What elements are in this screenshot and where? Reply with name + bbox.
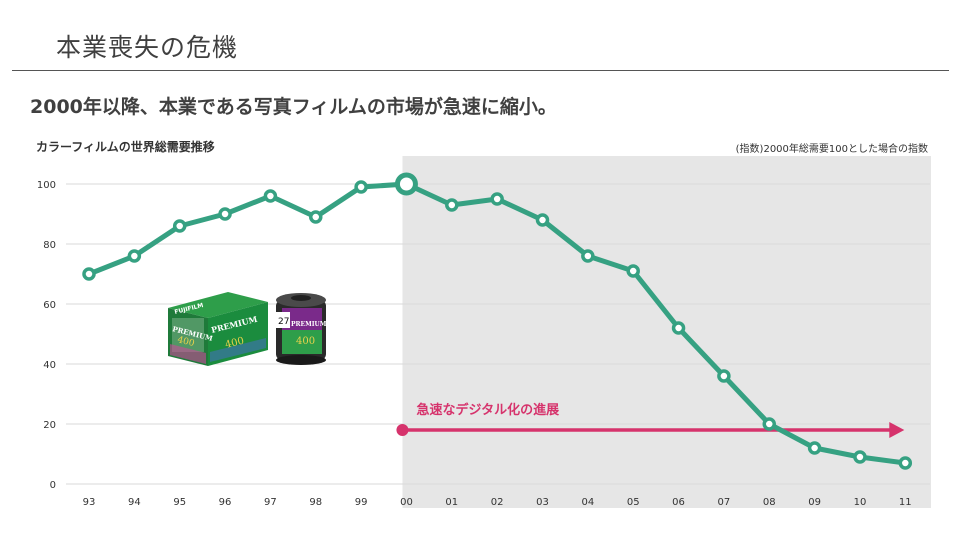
data-point xyxy=(394,172,418,196)
x-tick-label: 99 xyxy=(355,497,368,508)
film-canister-exposures: 27 xyxy=(278,317,289,327)
y-tick-label: 60 xyxy=(43,300,56,311)
x-tick-label: 08 xyxy=(763,497,776,508)
x-tick-label: 05 xyxy=(627,497,640,508)
y-tick-label: 40 xyxy=(43,360,56,371)
data-point xyxy=(127,249,142,263)
data-point xyxy=(354,180,368,194)
x-tick-label: 95 xyxy=(173,497,186,508)
data-point xyxy=(581,249,595,263)
film-box-iso-side: 400 xyxy=(176,335,195,349)
x-tick-label: 94 xyxy=(128,497,141,508)
film-box: FUJIFILM PREMIUM PREMIUM 400 400 xyxy=(168,292,268,366)
x-tick-label: 10 xyxy=(854,497,867,508)
data-point xyxy=(490,192,504,206)
data-point xyxy=(535,213,550,227)
annotation-label: 急速なデジタル化の進展 xyxy=(416,402,560,418)
y-tick-label: 20 xyxy=(43,420,56,431)
film-canister-product: PREMIUM xyxy=(291,321,327,328)
data-point xyxy=(717,369,731,383)
film-canister: 27 PREMIUM 400 xyxy=(276,293,327,365)
x-tick-label: 09 xyxy=(808,497,821,508)
title-divider xyxy=(12,70,949,71)
data-point xyxy=(309,210,323,224)
film-product-illustration: FUJIFILM PREMIUM PREMIUM 400 400 27 PREM… xyxy=(168,292,327,366)
data-point xyxy=(82,267,96,281)
x-tick-label: 01 xyxy=(445,497,458,508)
data-point xyxy=(898,456,913,470)
data-point xyxy=(807,441,822,455)
headline: 2000年以降、本業である写真フィルムの市場が急速に縮小。 xyxy=(30,96,557,118)
digital-era-shade xyxy=(402,156,931,508)
x-tick-label: 96 xyxy=(219,497,232,508)
x-tick-label: 07 xyxy=(718,497,731,508)
data-point xyxy=(671,321,686,335)
x-tick-label: 93 xyxy=(83,497,96,508)
y-tick-label: 100 xyxy=(37,180,56,191)
data-point xyxy=(172,219,187,233)
film-canister-iso: 400 xyxy=(296,336,315,347)
data-point xyxy=(445,198,459,212)
x-tick-label: 11 xyxy=(899,497,912,508)
index-note: (指数)2000年総需要100とした場合の指数 xyxy=(735,144,928,155)
data-point xyxy=(626,264,640,278)
data-point xyxy=(218,207,232,221)
y-tick-label: 80 xyxy=(43,240,56,251)
data-point xyxy=(853,450,867,464)
y-tick-label: 0 xyxy=(50,480,56,491)
data-point xyxy=(263,189,278,203)
chart-title: カラーフィルムの世界総需要推移 xyxy=(36,140,215,154)
x-tick-label: 00 xyxy=(400,497,413,508)
slide-title: 本業喪失の危機 xyxy=(56,33,239,62)
x-tick-label: 98 xyxy=(309,497,322,508)
x-tick-label: 06 xyxy=(672,497,685,508)
x-tick-label: 02 xyxy=(491,497,504,508)
data-point xyxy=(762,417,776,431)
x-tick-label: 04 xyxy=(581,497,594,508)
x-tick-label: 03 xyxy=(536,497,549,508)
x-tick-label: 97 xyxy=(264,497,277,508)
annotation-arrow-head xyxy=(889,422,905,438)
